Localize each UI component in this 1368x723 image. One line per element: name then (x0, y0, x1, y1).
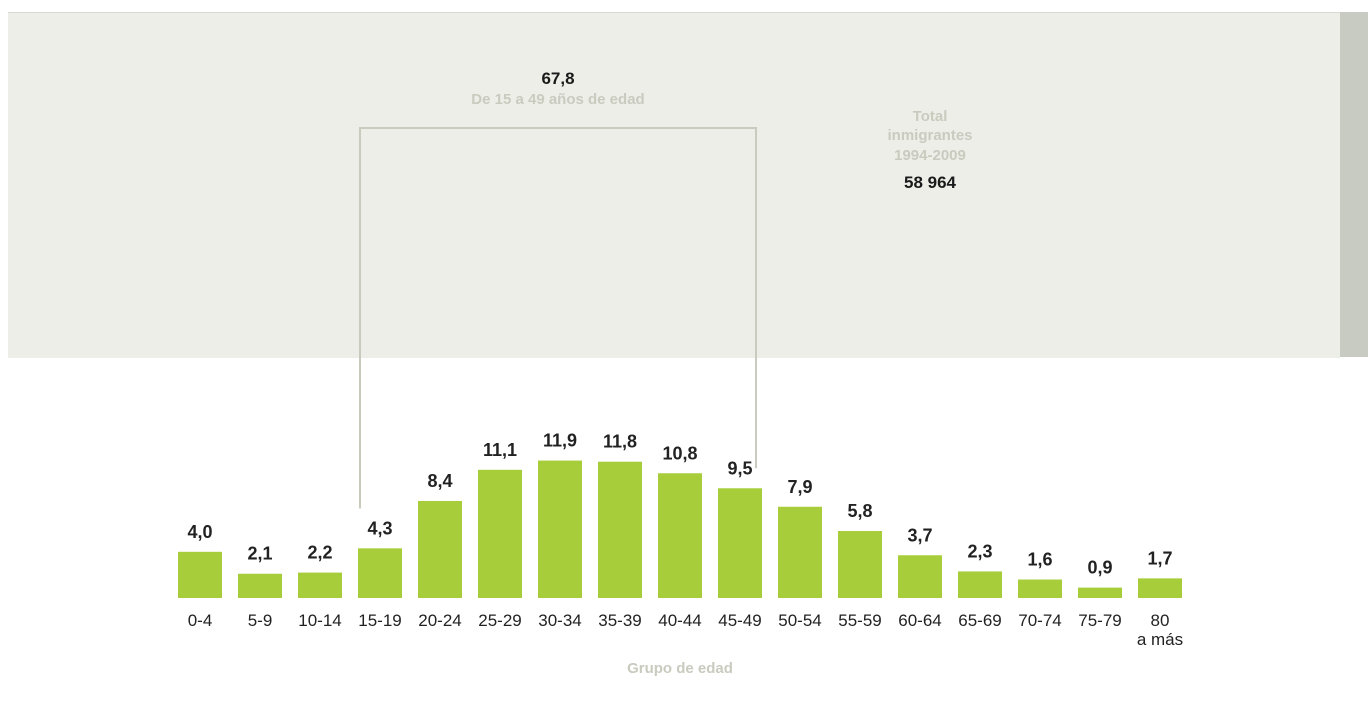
bar-20-24 (418, 500, 462, 598)
bracket-line (359, 127, 757, 509)
x-tick-label: 70-74 (1018, 611, 1061, 630)
side-strip (1340, 12, 1368, 357)
value-label: 7,9 (787, 477, 812, 497)
bar-40-44 (658, 473, 702, 598)
value-label: 5,8 (847, 501, 872, 521)
x-tick-label: 0-4 (188, 611, 213, 630)
value-labels: 4,0 2,1 2,2 4,3 8,4 11,1 11,9 11,8 10,8 9,5 7,9 5,8… (187, 431, 1172, 578)
bar-55-59 (838, 531, 882, 598)
x-tick-label: 80 (1151, 611, 1170, 630)
bar-65-69 (958, 571, 1002, 598)
x-tick-label: 20-24 (418, 611, 461, 630)
x-tick-label: 45-49 (718, 611, 761, 630)
x-tick-label: 65-69 (958, 611, 1001, 630)
value-label: 11,8 (603, 432, 637, 452)
x-tick-label: 60-64 (898, 611, 941, 630)
value-label: 11,1 (483, 440, 517, 460)
value-label: 2,2 (307, 543, 332, 563)
x-tick-label: 30-34 (538, 611, 581, 630)
value-label: 8,4 (427, 471, 452, 491)
total-value: 58 964 (904, 173, 957, 192)
bar-60-64 (898, 555, 942, 598)
x-tick-labels: 0-4 5-9 10-14 15-19 20-24 25-29 30-34 35-39 40-4… (188, 611, 1183, 649)
bars (178, 460, 1182, 598)
bar-50-54 (778, 506, 822, 598)
value-label: 1,6 (1027, 550, 1052, 570)
x-tick-label: 35-39 (598, 611, 641, 630)
bracket (359, 127, 757, 509)
bar-5-9 (238, 573, 282, 598)
total-label-line-1: Total (913, 108, 948, 125)
total-label-line-2: inmigrantes (887, 127, 972, 144)
value-label: 11,9 (543, 431, 577, 451)
value-label: 2,3 (967, 541, 992, 561)
bar-45-49 (718, 488, 762, 598)
value-label: 2,1 (247, 544, 272, 564)
value-label: 10,8 (662, 443, 697, 463)
bar-35-39 (598, 461, 642, 598)
value-label: 4,0 (187, 522, 212, 542)
bar-10-14 (298, 572, 342, 598)
bar-30-34 (538, 460, 582, 598)
total-label-line-3: 1994-2009 (894, 147, 966, 164)
value-label: 3,7 (907, 525, 932, 545)
bar-70-74 (1018, 579, 1062, 598)
x-tick-label: 75-79 (1078, 611, 1121, 630)
bar-15-19 (358, 548, 402, 598)
bar-75-79 (1078, 587, 1122, 598)
x-tick-label: 50-54 (778, 611, 821, 630)
bracket-label: De 15 a 49 años de edad (471, 91, 644, 108)
value-label: 9,5 (727, 458, 752, 478)
x-tick-label: 15-19 (358, 611, 401, 630)
value-label: 0,9 (1087, 558, 1112, 578)
x-axis-title: Grupo de edad (627, 660, 733, 677)
x-tick-label: a más (1137, 630, 1183, 649)
x-tick-label: 40-44 (658, 611, 701, 630)
bar-80-a-más (1138, 578, 1182, 598)
value-label: 1,7 (1147, 548, 1172, 568)
value-label: 4,3 (367, 518, 392, 538)
chart-panel (8, 12, 1340, 358)
bar-0-4 (178, 551, 222, 598)
bar-25-29 (478, 469, 522, 598)
x-tick-label: 25-29 (478, 611, 521, 630)
x-tick-label: 10-14 (298, 611, 341, 630)
bracket-value: 67,8 (541, 69, 574, 88)
x-tick-label: 5-9 (248, 611, 273, 630)
x-tick-label: 55-59 (838, 611, 881, 630)
